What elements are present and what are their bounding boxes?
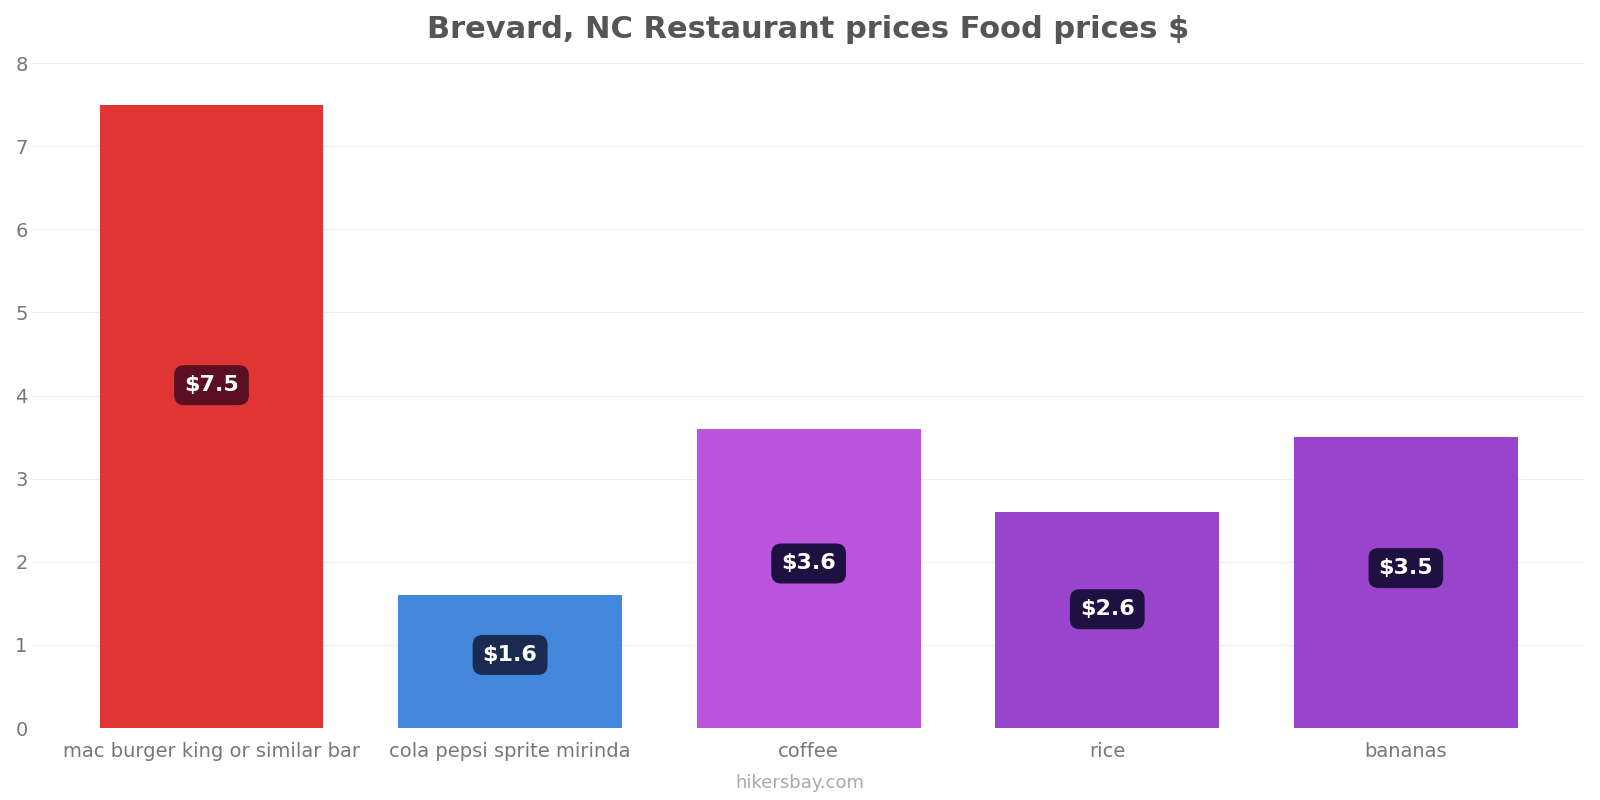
Text: $3.5: $3.5 bbox=[1379, 558, 1434, 578]
Title: Brevard, NC Restaurant prices Food prices $: Brevard, NC Restaurant prices Food price… bbox=[427, 15, 1190, 44]
Bar bbox=[99, 105, 323, 728]
Bar bbox=[1294, 437, 1518, 728]
Text: $2.6: $2.6 bbox=[1080, 599, 1134, 619]
Text: hikersbay.com: hikersbay.com bbox=[736, 774, 864, 792]
Bar bbox=[398, 595, 622, 728]
Text: $3.6: $3.6 bbox=[781, 554, 837, 574]
Bar bbox=[995, 512, 1219, 728]
Text: $7.5: $7.5 bbox=[184, 375, 238, 395]
Bar bbox=[696, 429, 920, 728]
Text: $1.6: $1.6 bbox=[483, 645, 538, 665]
